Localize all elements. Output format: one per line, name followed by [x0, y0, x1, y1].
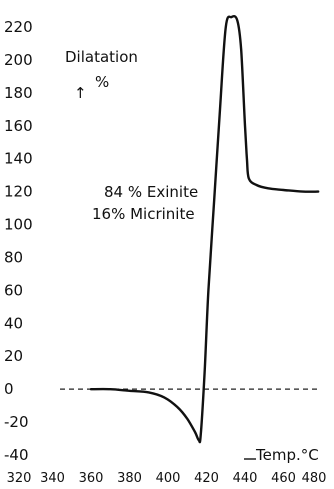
y-tick-label: 80 — [4, 248, 23, 266]
x-tick-label: 400 — [156, 471, 181, 486]
y-tick-label: 0 — [4, 380, 14, 398]
x-tick-label: 360 — [79, 471, 104, 486]
dilatation-curve — [89, 15, 320, 444]
y-tick-label: 200 — [4, 51, 33, 69]
y-tick-label: -40 — [4, 446, 29, 464]
y-tick-label: 120 — [4, 183, 33, 201]
y-tick-label: 220 — [4, 18, 33, 36]
y-tick-label: 180 — [4, 84, 33, 102]
x-tick-label: 340 — [40, 471, 65, 486]
x-tick-label: 440 — [233, 471, 258, 486]
y-tick-label: 60 — [4, 281, 23, 299]
x-tick-label: 480 — [302, 471, 327, 486]
x-tick-label: 460 — [271, 471, 296, 486]
x-axis-label: Temp.°C — [255, 446, 319, 464]
annotation-line-1: 84 % Exinite — [104, 183, 198, 201]
x-tick-label: 380 — [117, 471, 142, 486]
x-tick-label: 420 — [194, 471, 219, 486]
y-tick-label: 160 — [4, 117, 33, 135]
x-tick-label: 320 — [7, 471, 32, 486]
y-tick-label: 20 — [4, 347, 23, 365]
y-axis-unit: % — [95, 73, 109, 91]
annotation-line-2: 16% Micrinite — [92, 205, 195, 223]
y-tick-label: 40 — [4, 314, 23, 332]
y-tick-label: 100 — [4, 216, 33, 234]
y-axis-arrow: ↑ — [74, 84, 87, 102]
y-tick-label: 140 — [4, 150, 33, 168]
y-tick-label: -20 — [4, 413, 29, 431]
y-axis-label: Dilatation — [65, 48, 138, 66]
x-axis-tick-labels: 320 340 360 380 400 420 440 460 480 — [7, 471, 327, 486]
